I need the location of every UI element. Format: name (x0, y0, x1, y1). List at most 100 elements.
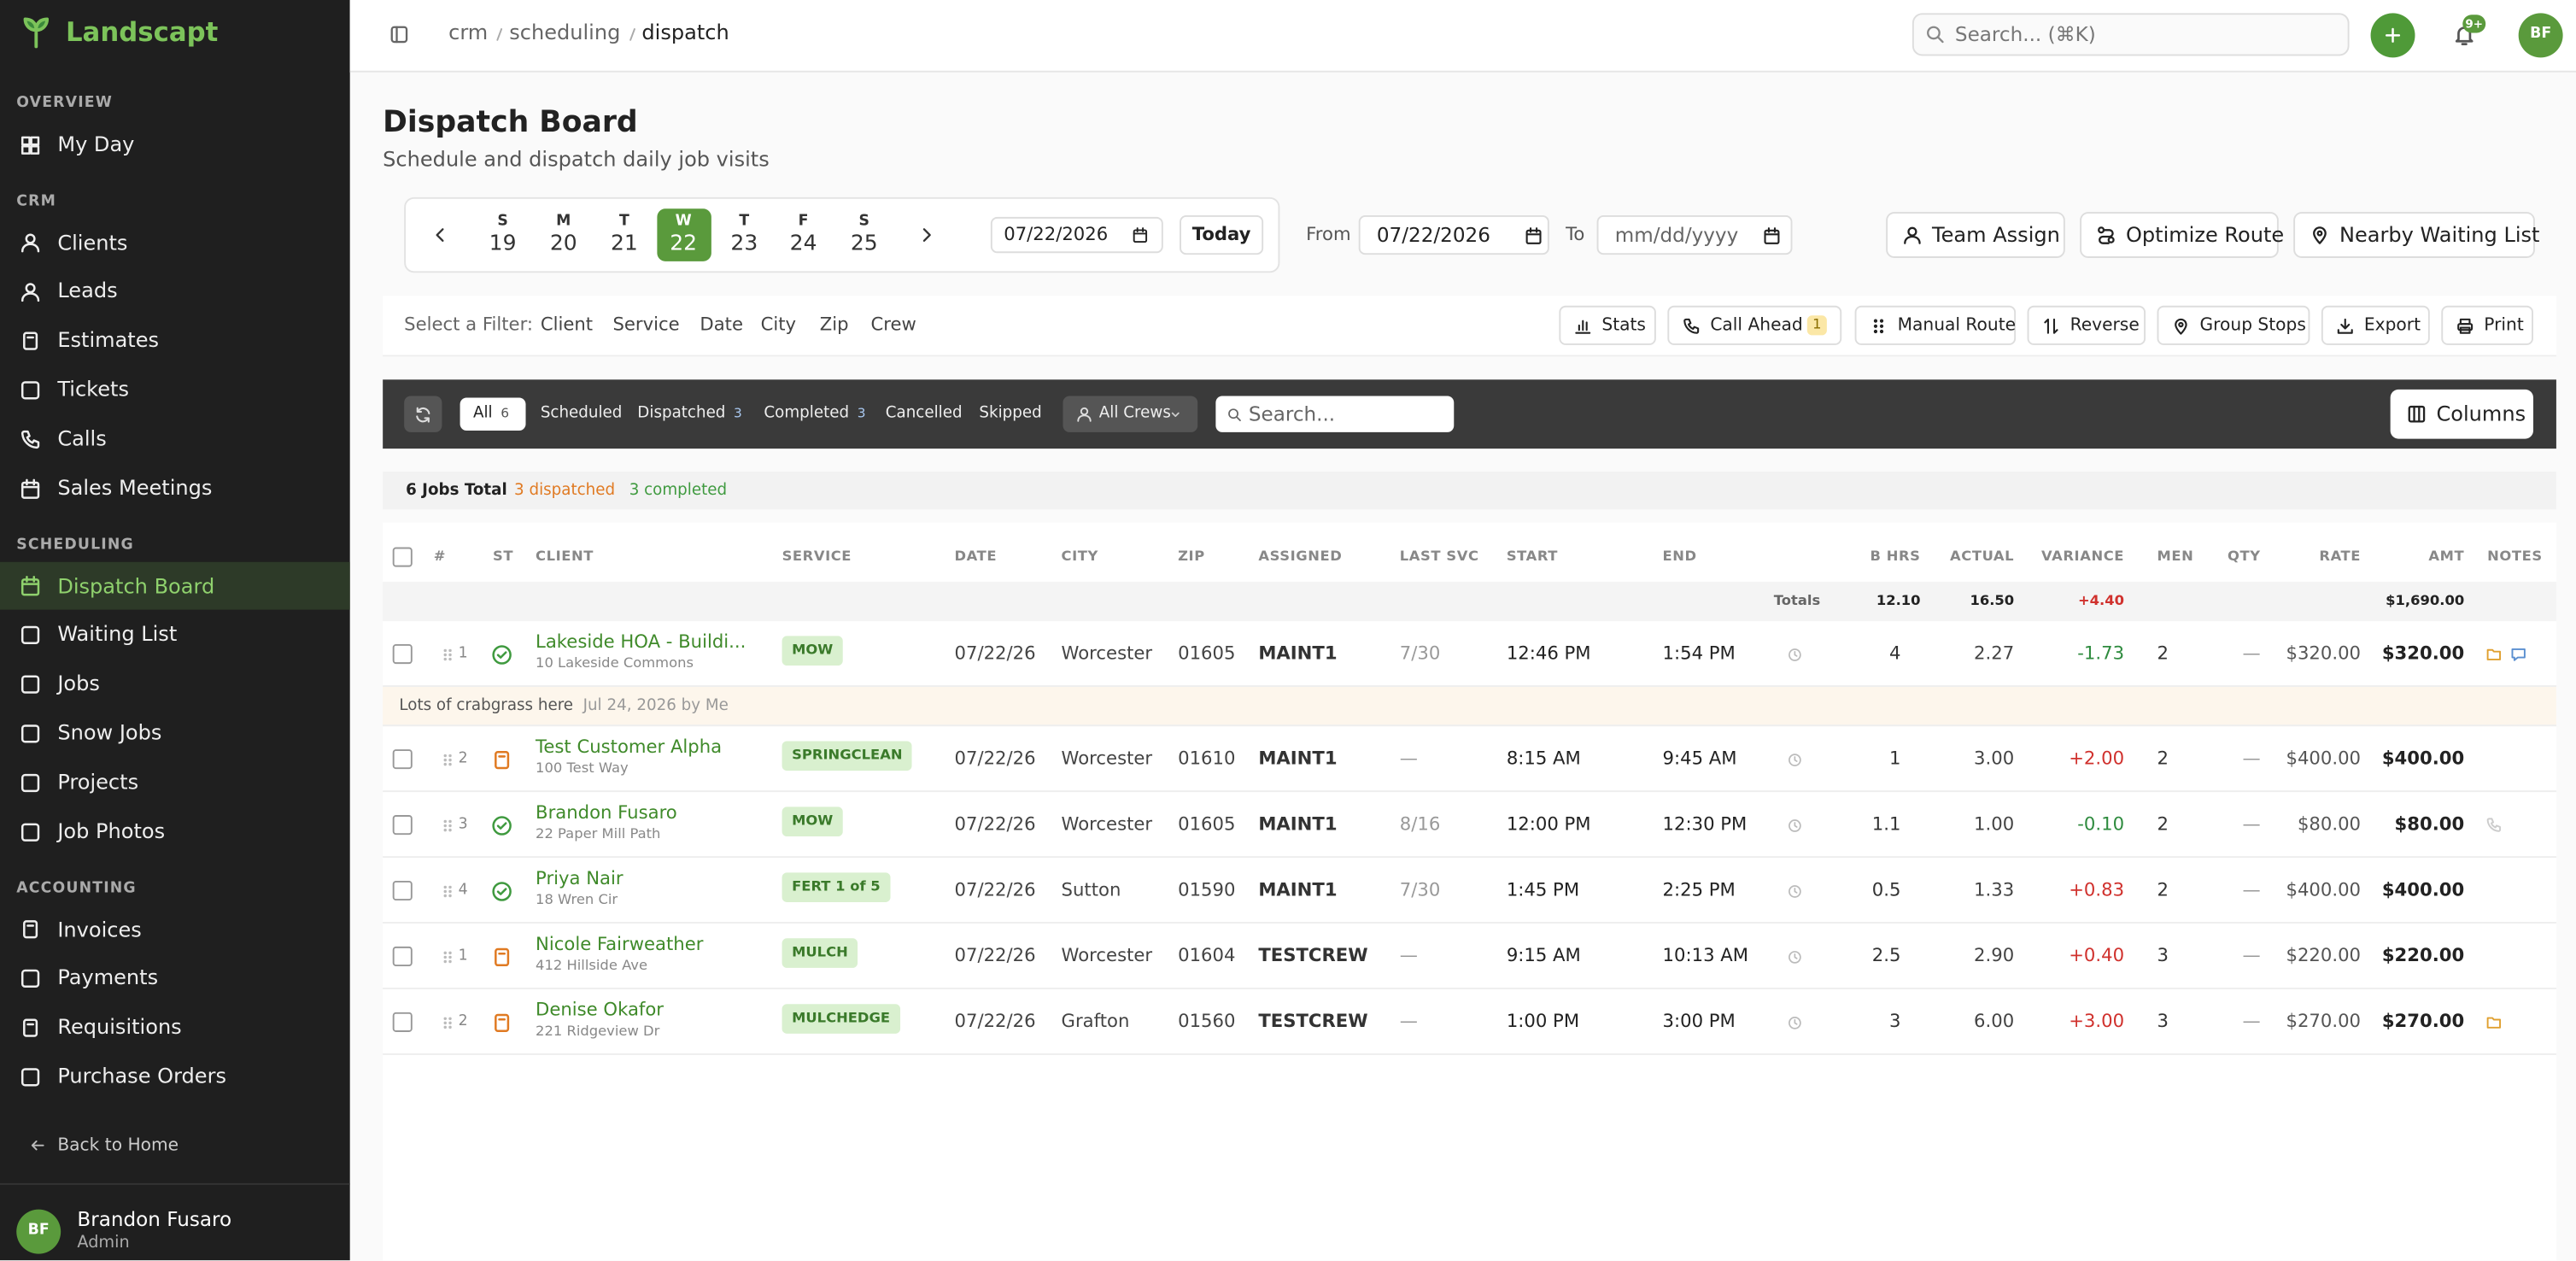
column-header[interactable]: NOTES (2487, 548, 2543, 566)
nav-item[interactable]: Projects (57, 769, 139, 795)
day-date[interactable]: 19 (489, 232, 517, 257)
nav-item[interactable]: My Day (57, 131, 135, 156)
tab[interactable]: All (472, 404, 493, 423)
nav-item[interactable]: Payments (57, 965, 159, 990)
day-letter[interactable]: M (556, 214, 571, 231)
nav-item[interactable]: Requisitions (57, 1014, 182, 1040)
tab-count: 3 (857, 406, 866, 421)
filter-item[interactable]: Zip (819, 314, 849, 336)
nav-item[interactable]: Calls (57, 425, 107, 451)
client-name[interactable]: Brandon Fusaro (536, 801, 677, 824)
to-input[interactable] (1596, 214, 1793, 255)
client-name[interactable]: Denise Okafor (536, 999, 664, 1021)
action-button[interactable] (1886, 212, 2065, 258)
nav-item[interactable]: Waiting List (57, 621, 178, 647)
nav-item[interactable]: Leads (57, 278, 118, 303)
tool-button[interactable] (2441, 305, 2533, 345)
column-header[interactable]: SERVICE (782, 548, 852, 566)
column-header[interactable]: DATE (954, 548, 998, 566)
refresh-button[interactable] (404, 396, 442, 432)
assigned: TESTCREW (1258, 944, 1368, 967)
nav-item[interactable]: Dispatch Board (57, 572, 215, 598)
day-date[interactable]: 24 (789, 232, 817, 257)
column-header[interactable]: START (1506, 548, 1559, 566)
day-date[interactable]: 20 (549, 232, 577, 257)
column-header[interactable]: LAST SVC (1399, 548, 1479, 566)
men: 3 (2157, 1010, 2169, 1032)
day-date[interactable]: 21 (611, 232, 638, 257)
filter-item[interactable]: Date (700, 314, 743, 336)
column-header[interactable]: ST (493, 548, 514, 566)
column-header[interactable]: CITY (1061, 548, 1098, 566)
nav-item[interactable]: Snow Jobs (57, 719, 162, 745)
nav-item[interactable]: Clients (57, 229, 128, 255)
date-input[interactable] (990, 216, 1163, 254)
breadcrumb-item[interactable]: scheduling (509, 20, 621, 44)
table-search[interactable] (1215, 396, 1455, 432)
checkbox[interactable] (392, 880, 413, 901)
column-header[interactable]: MEN (2157, 548, 2194, 566)
checkbox[interactable] (392, 644, 413, 665)
nav-item[interactable]: Invoices (57, 916, 142, 941)
day-date[interactable]: 25 (850, 232, 878, 257)
nav-item[interactable]: Sales Meetings (57, 474, 213, 500)
tab[interactable]: Completed (764, 404, 850, 423)
tool-button[interactable] (2321, 305, 2430, 345)
column-header[interactable]: ACTUAL (1950, 548, 2015, 566)
from-input[interactable] (1358, 214, 1549, 255)
action-label: Nearby Waiting List (2339, 221, 2540, 247)
nav-item[interactable]: Jobs (57, 671, 100, 696)
day-letter[interactable]: T (739, 214, 750, 231)
tab[interactable]: Cancelled (885, 404, 963, 423)
tool-button[interactable] (2027, 305, 2146, 345)
column-header[interactable]: RATE (2319, 548, 2362, 566)
client-name[interactable]: Nicole Fairweather (536, 933, 704, 955)
nav-item[interactable]: Tickets (57, 376, 129, 402)
column-header[interactable]: ZIP (1178, 548, 1205, 566)
checkbox[interactable] (392, 946, 413, 967)
today-button[interactable] (1180, 214, 1264, 255)
filter-item[interactable]: Service (612, 314, 680, 336)
filter-item[interactable]: City (760, 314, 797, 336)
column-header[interactable]: QTY (2228, 548, 2261, 566)
nav-item[interactable]: Purchase Orders (57, 1063, 227, 1088)
client-name[interactable]: Test Customer Alpha (536, 736, 723, 758)
breadcrumb-item[interactable]: crm (448, 20, 489, 44)
day-letter[interactable]: W (675, 214, 692, 231)
city: Worcester (1061, 748, 1153, 770)
checkbox[interactable] (392, 815, 413, 836)
checkbox[interactable] (392, 1012, 413, 1032)
column-header[interactable]: # (433, 548, 447, 566)
day-date[interactable]: 23 (730, 232, 758, 257)
tool-button[interactable] (1559, 305, 1656, 345)
day-date[interactable]: 22 (670, 232, 698, 257)
filter-item[interactable]: Client (540, 314, 594, 336)
filter-item[interactable]: Crew (870, 314, 916, 336)
back-link[interactable]: Back to Home (57, 1135, 179, 1156)
day-letter[interactable]: S (497, 214, 508, 231)
day-letter[interactable]: S (858, 214, 869, 231)
column-header[interactable]: VARIANCE (2041, 548, 2125, 566)
nav-icon (20, 675, 40, 694)
client-name[interactable]: Priya Nair (536, 867, 624, 889)
search-box[interactable] (1912, 13, 2350, 56)
tab[interactable]: Scheduled (540, 404, 623, 423)
nav-item[interactable]: Estimates (57, 327, 160, 353)
client-name[interactable]: Lakeside HOA - Buildi... (536, 630, 746, 653)
nav-item[interactable]: Job Photos (57, 818, 166, 843)
checkbox[interactable] (392, 547, 413, 567)
avatar[interactable] (2518, 13, 2563, 58)
tool-button[interactable] (1854, 305, 2017, 345)
column-header[interactable]: B HRS (1870, 548, 1921, 566)
tab[interactable]: Skipped (979, 404, 1042, 423)
tab[interactable]: Dispatched (637, 404, 726, 423)
column-header[interactable]: CLIENT (536, 548, 594, 566)
column-header[interactable]: END (1662, 548, 1697, 566)
column-header[interactable]: AMT (2428, 548, 2465, 566)
status-pending (495, 1012, 510, 1032)
action-button[interactable] (2293, 212, 2535, 258)
day-letter[interactable]: T (619, 214, 629, 231)
column-header[interactable]: ASSIGNED (1258, 548, 1343, 566)
day-letter[interactable]: F (798, 214, 809, 231)
checkbox[interactable] (392, 749, 413, 770)
